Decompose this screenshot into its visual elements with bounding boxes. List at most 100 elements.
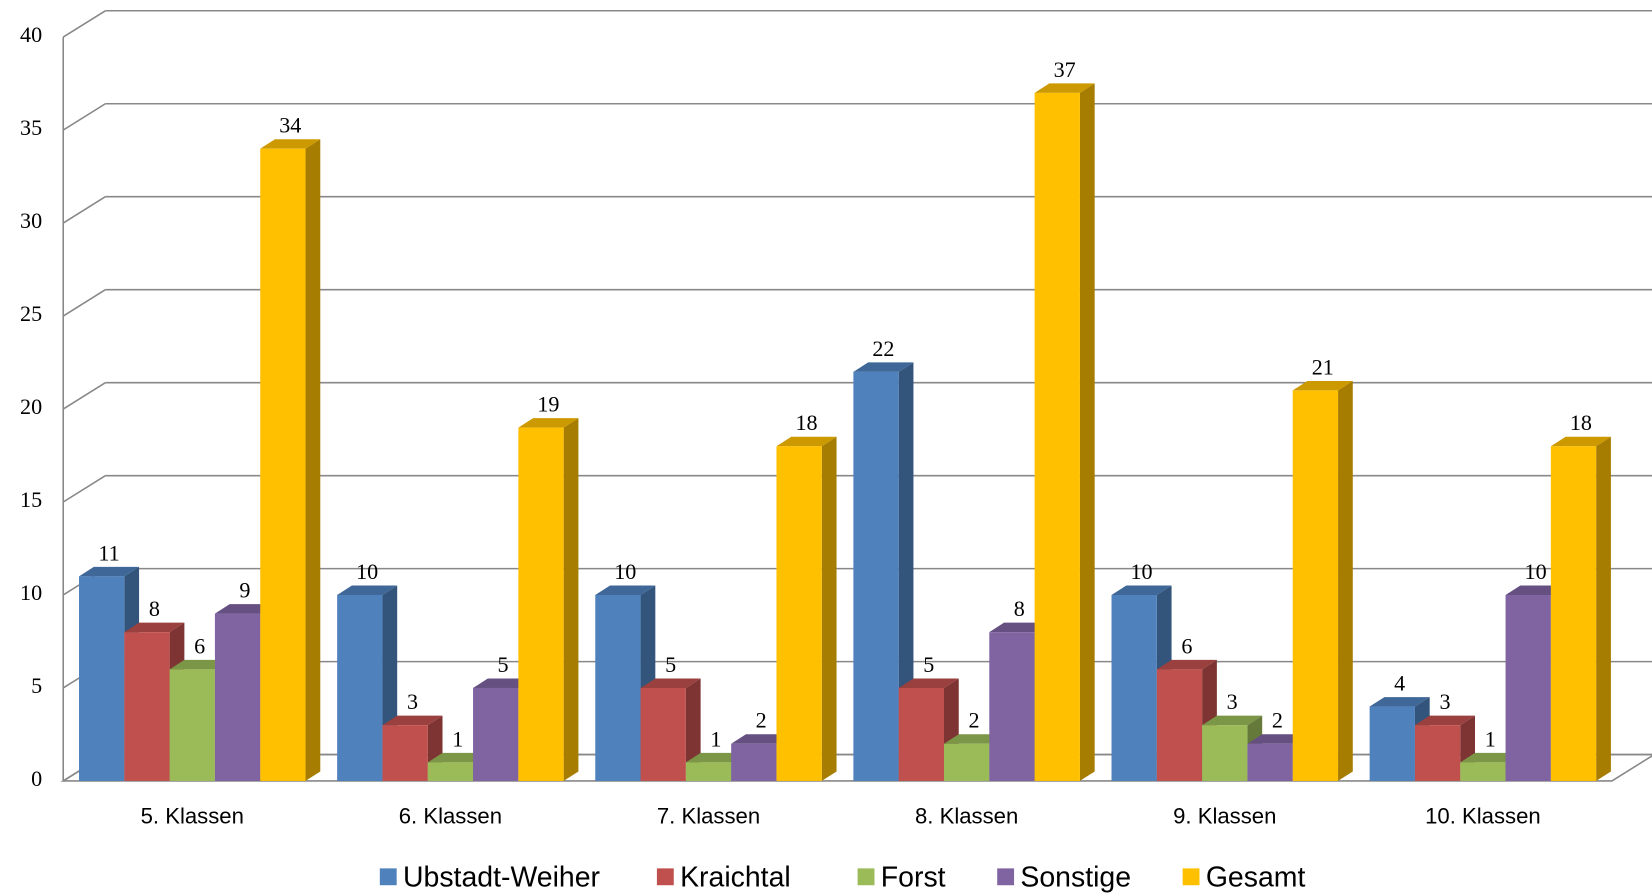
bar	[731, 743, 777, 781]
bar	[1156, 669, 1203, 781]
bar	[1460, 762, 1506, 781]
y-tick-label: 25	[20, 301, 42, 326]
legend-label: Sonstige	[1020, 861, 1131, 893]
bar-top	[853, 362, 914, 372]
bar-top	[1414, 715, 1475, 726]
value-label: 9	[239, 578, 250, 603]
value-label: 4	[1394, 671, 1405, 696]
value-label: 5	[498, 652, 509, 677]
bar-top	[776, 436, 837, 447]
bar	[1111, 594, 1157, 781]
x-tick-label: 10. Klassen	[1425, 804, 1541, 829]
bar	[214, 613, 261, 781]
grid-line	[62, 103, 106, 131]
value-label: 1	[452, 726, 463, 751]
bar	[853, 371, 899, 781]
x-tick-label: 5. Klassen	[141, 804, 244, 829]
y-tick-label: 10	[20, 580, 42, 605]
bar	[1034, 92, 1080, 781]
y-tick-label: 5	[31, 673, 42, 698]
bar-side	[305, 139, 321, 781]
bar	[260, 148, 306, 781]
x-tick-label: 8. Klassen	[915, 804, 1018, 829]
bar	[427, 762, 474, 781]
bar-top	[382, 715, 443, 726]
bar-side	[1596, 436, 1611, 781]
bar	[685, 762, 732, 781]
bar	[79, 576, 125, 781]
bar	[1247, 743, 1293, 781]
value-label: 2	[1272, 708, 1283, 733]
bar-side	[563, 418, 579, 781]
value-label: 3	[1439, 689, 1450, 714]
bar-top	[944, 734, 1005, 744]
grid-line	[62, 474, 106, 503]
bar-top	[214, 604, 275, 614]
value-label: 18	[795, 410, 817, 435]
value-label: 3	[1227, 689, 1238, 714]
bar	[776, 446, 822, 781]
legend-swatch	[997, 868, 1015, 886]
y-tick-label: 15	[20, 487, 42, 512]
bar	[1292, 390, 1339, 781]
value-label: 34	[279, 113, 301, 138]
value-label: 10	[614, 559, 636, 584]
bar-side	[821, 436, 837, 781]
bar-side	[898, 362, 914, 781]
bar-top	[1550, 436, 1611, 447]
bar	[518, 427, 564, 781]
bar-top	[685, 752, 746, 763]
x-tick-label: 6. Klassen	[399, 804, 502, 829]
legend-swatch	[857, 868, 875, 886]
value-label: 1	[710, 726, 721, 751]
bar-top	[1111, 585, 1172, 595]
y-tick-label: 35	[20, 115, 42, 140]
bar-top	[1202, 715, 1263, 726]
bar-top	[1034, 83, 1095, 93]
value-label: 5	[665, 652, 676, 677]
grid-line	[62, 382, 106, 410]
value-label: 10	[356, 559, 378, 584]
value-label: 37	[1054, 57, 1076, 82]
grid-line	[62, 289, 106, 317]
bar-top	[1156, 659, 1217, 670]
bar-top	[731, 734, 792, 744]
value-label: 3	[407, 689, 418, 714]
bar-top	[473, 678, 534, 688]
bar	[640, 687, 686, 781]
bar-top	[989, 622, 1050, 633]
bar	[1414, 725, 1461, 781]
bar-top	[79, 566, 140, 577]
value-label: 2	[968, 708, 979, 733]
legend-label: Gesamt	[1206, 861, 1306, 893]
bar-top	[595, 585, 656, 595]
bar	[944, 743, 990, 781]
value-label: 22	[872, 336, 894, 361]
bar-side	[1079, 83, 1095, 781]
y-tick-label: 40	[20, 22, 42, 47]
value-label: 8	[1014, 596, 1025, 621]
value-label: 2	[756, 708, 767, 733]
value-label: 10	[1525, 559, 1547, 584]
bar-top	[337, 585, 398, 595]
value-label: 5	[923, 652, 934, 677]
bar-top	[427, 752, 488, 763]
bar	[473, 687, 519, 781]
y-tick-label: 30	[20, 208, 42, 233]
value-label: 8	[149, 596, 160, 621]
legend-swatch	[656, 868, 674, 886]
legend-swatch	[1182, 868, 1200, 886]
bar	[1202, 725, 1248, 781]
value-label: 10	[1130, 559, 1152, 584]
bar-top	[898, 678, 959, 688]
bar-side	[1338, 380, 1353, 781]
grid-line	[62, 196, 106, 224]
value-label: 19	[537, 392, 559, 417]
value-label: 11	[98, 540, 119, 565]
bar-top	[1247, 734, 1308, 744]
bar-top	[124, 622, 185, 633]
x-tick-label: 7. Klassen	[657, 804, 760, 829]
x-tick-label: 9. Klassen	[1173, 804, 1276, 829]
bar	[169, 669, 215, 781]
